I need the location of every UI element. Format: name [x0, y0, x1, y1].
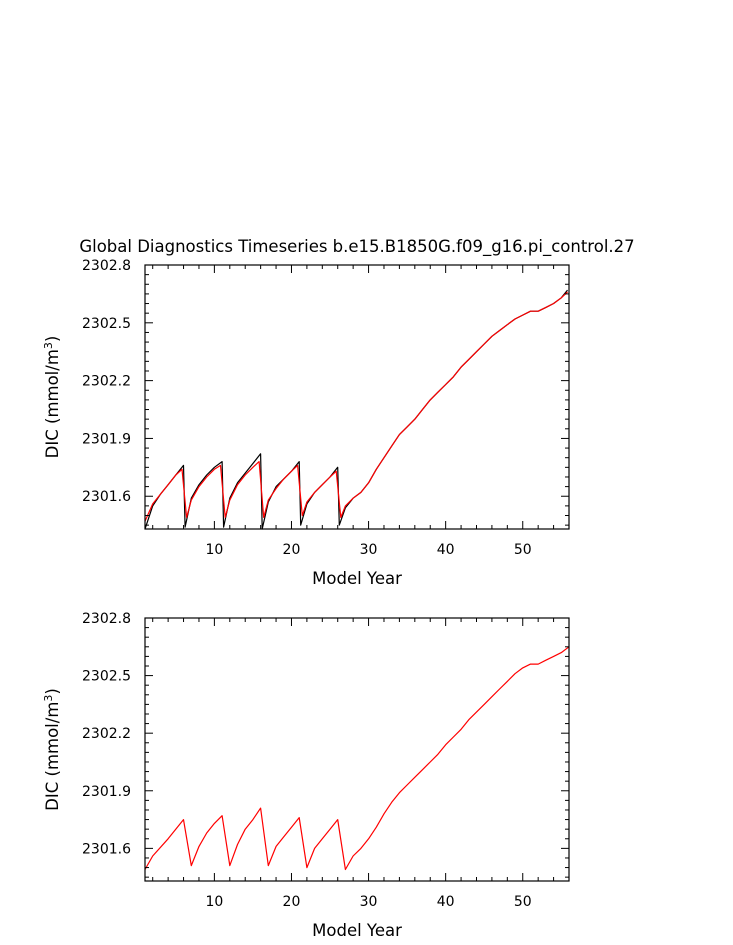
x-tick-label: 20 [283, 894, 301, 910]
x-tick-label: 50 [514, 894, 532, 910]
x-tick-label: 40 [437, 542, 455, 558]
x-tick-label: 10 [205, 894, 223, 910]
y-tick-label: 2302.5 [82, 316, 131, 332]
figure-title: Global Diagnostics Timeseries b.e15.B185… [79, 237, 634, 257]
y-axis-label-superscript: 3 [42, 695, 55, 702]
plot-frame [144, 264, 570, 530]
series-layer [144, 646, 570, 871]
y-axis-label-superscript: 3 [42, 342, 55, 349]
x-tick-label: 40 [437, 894, 455, 910]
y-tick-label: 2301.6 [82, 489, 131, 505]
y-axis-label-text: DIC (mmol/m [43, 349, 62, 458]
y-tick-label: 2302.2 [82, 374, 131, 390]
y-axis-label-close: ) [43, 336, 62, 342]
series-line-0 [144, 289, 568, 530]
y-axis-label-close: ) [43, 688, 62, 694]
y-tick-label: 2301.6 [82, 841, 131, 857]
y-tick-label: 2301.9 [82, 784, 131, 800]
y-axis-label: DIC (mmol/m3) [42, 336, 62, 459]
series-layer [144, 289, 568, 530]
chart-panel-top: 10 20 30 40 50 2301.6 2301.9 2302.2 2302.5 2302.8… [42, 258, 570, 588]
y-axis-label-text: DIC (mmol/m [43, 702, 62, 811]
y-tick-label: 2302.8 [82, 258, 131, 274]
y-tick-label: 2302.5 [82, 669, 131, 685]
y-axis-label: DIC (mmol/m3) [42, 688, 62, 811]
series-line-1 [144, 291, 568, 522]
x-tick-label: 10 [205, 542, 223, 558]
x-tick-label: 20 [283, 542, 301, 558]
x-tick-label: 50 [514, 542, 532, 558]
plot-frame [144, 617, 570, 882]
x-axis-label: Model Year [312, 569, 402, 588]
axis-ticks: 10 20 30 40 50 2301.6 2301.9 2302.2 2302.5 2302.8 [82, 611, 569, 910]
axis-ticks: 10 20 30 40 50 2301.6 2301.9 2302.2 2302.5 2302.8 [82, 258, 569, 558]
series-line-0 [144, 646, 570, 871]
x-axis-label: Model Year [312, 921, 402, 940]
x-tick-label: 30 [360, 894, 378, 910]
y-tick-label: 2301.9 [82, 431, 131, 447]
y-tick-label: 2302.2 [82, 726, 131, 742]
chart-panel-bottom: 10 20 30 40 50 2301.6 2301.9 2302.2 2302.5 2302.8… [42, 611, 570, 940]
y-tick-label: 2302.8 [82, 611, 131, 627]
x-tick-label: 30 [360, 542, 378, 558]
